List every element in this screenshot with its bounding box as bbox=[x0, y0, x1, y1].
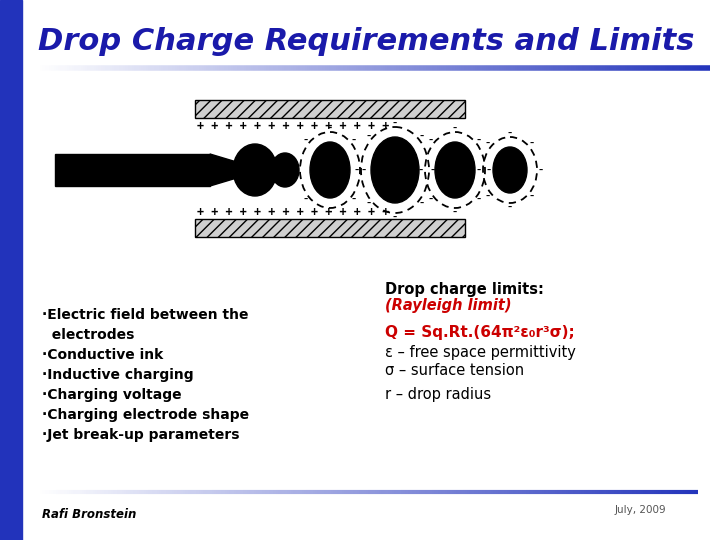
Text: –: – bbox=[453, 207, 457, 217]
Text: + + + + + + + + + + + + + +: + + + + + + + + + + + + + + bbox=[197, 119, 390, 132]
Text: –: – bbox=[393, 213, 397, 221]
Text: –: – bbox=[508, 129, 512, 138]
Bar bbox=[195, 219, 465, 237]
Text: –: – bbox=[539, 165, 543, 174]
Text: –: – bbox=[486, 192, 490, 201]
Text: –: – bbox=[508, 202, 512, 212]
Text: ·Charging electrode shape: ·Charging electrode shape bbox=[42, 408, 249, 422]
Bar bbox=[55, 154, 210, 186]
Text: –: – bbox=[477, 195, 481, 204]
Text: –: – bbox=[420, 132, 424, 141]
Text: + + + + + + + + + + + + + +: + + + + + + + + + + + + + + bbox=[197, 206, 390, 219]
Text: –: – bbox=[352, 195, 356, 204]
Text: ·Inductive charging: ·Inductive charging bbox=[42, 368, 194, 382]
Ellipse shape bbox=[310, 142, 350, 198]
Text: –: – bbox=[429, 136, 433, 145]
Text: Drop Charge Requirements and Limits: Drop Charge Requirements and Limits bbox=[38, 28, 694, 57]
Text: Q = Sq.Rt.(64π²ε₀r³σ);: Q = Sq.Rt.(64π²ε₀r³σ); bbox=[385, 325, 575, 340]
Text: –: – bbox=[366, 199, 370, 208]
Text: –: – bbox=[429, 195, 433, 204]
Text: –: – bbox=[304, 195, 308, 204]
Ellipse shape bbox=[435, 142, 475, 198]
Text: –: – bbox=[419, 165, 423, 174]
Text: July, 2009: July, 2009 bbox=[615, 505, 667, 515]
Text: Drop charge limits:: Drop charge limits: bbox=[385, 282, 544, 297]
Text: –: – bbox=[530, 139, 534, 148]
Ellipse shape bbox=[371, 137, 419, 203]
Text: –: – bbox=[477, 136, 481, 145]
Text: ·Electric field between the: ·Electric field between the bbox=[42, 308, 248, 322]
Text: –: – bbox=[431, 165, 435, 174]
Polygon shape bbox=[210, 154, 240, 186]
Text: –: – bbox=[366, 132, 370, 141]
Ellipse shape bbox=[233, 144, 277, 196]
Text: ·Jet break-up parameters: ·Jet break-up parameters bbox=[42, 428, 240, 442]
Text: –: – bbox=[393, 118, 397, 127]
Text: –: – bbox=[328, 124, 332, 132]
Text: (Rayleigh limit): (Rayleigh limit) bbox=[385, 298, 511, 313]
Text: electrodes: electrodes bbox=[42, 328, 135, 342]
Bar bbox=[0, 0, 22, 540]
Text: –: – bbox=[328, 207, 332, 217]
Text: –: – bbox=[294, 165, 298, 174]
Text: Rafi Bronstein: Rafi Bronstein bbox=[42, 508, 136, 521]
Text: –: – bbox=[487, 165, 491, 174]
Text: r – drop radius: r – drop radius bbox=[385, 387, 491, 402]
Text: ε – free space permittivity: ε – free space permittivity bbox=[385, 345, 576, 360]
Text: –: – bbox=[453, 124, 457, 132]
Ellipse shape bbox=[271, 153, 299, 187]
Text: –: – bbox=[486, 139, 490, 148]
Text: –: – bbox=[352, 136, 356, 145]
Text: –: – bbox=[304, 136, 308, 145]
Bar bbox=[195, 100, 465, 118]
Text: σ – surface tension: σ – surface tension bbox=[385, 363, 524, 378]
Text: ·Conductive ink: ·Conductive ink bbox=[42, 348, 163, 362]
Text: –: – bbox=[530, 192, 534, 201]
Ellipse shape bbox=[493, 147, 527, 193]
Text: –: – bbox=[362, 165, 366, 174]
Text: –: – bbox=[420, 199, 424, 208]
Text: –: – bbox=[355, 165, 359, 174]
Text: ·Charging voltage: ·Charging voltage bbox=[42, 388, 181, 402]
Text: –: – bbox=[477, 165, 481, 174]
